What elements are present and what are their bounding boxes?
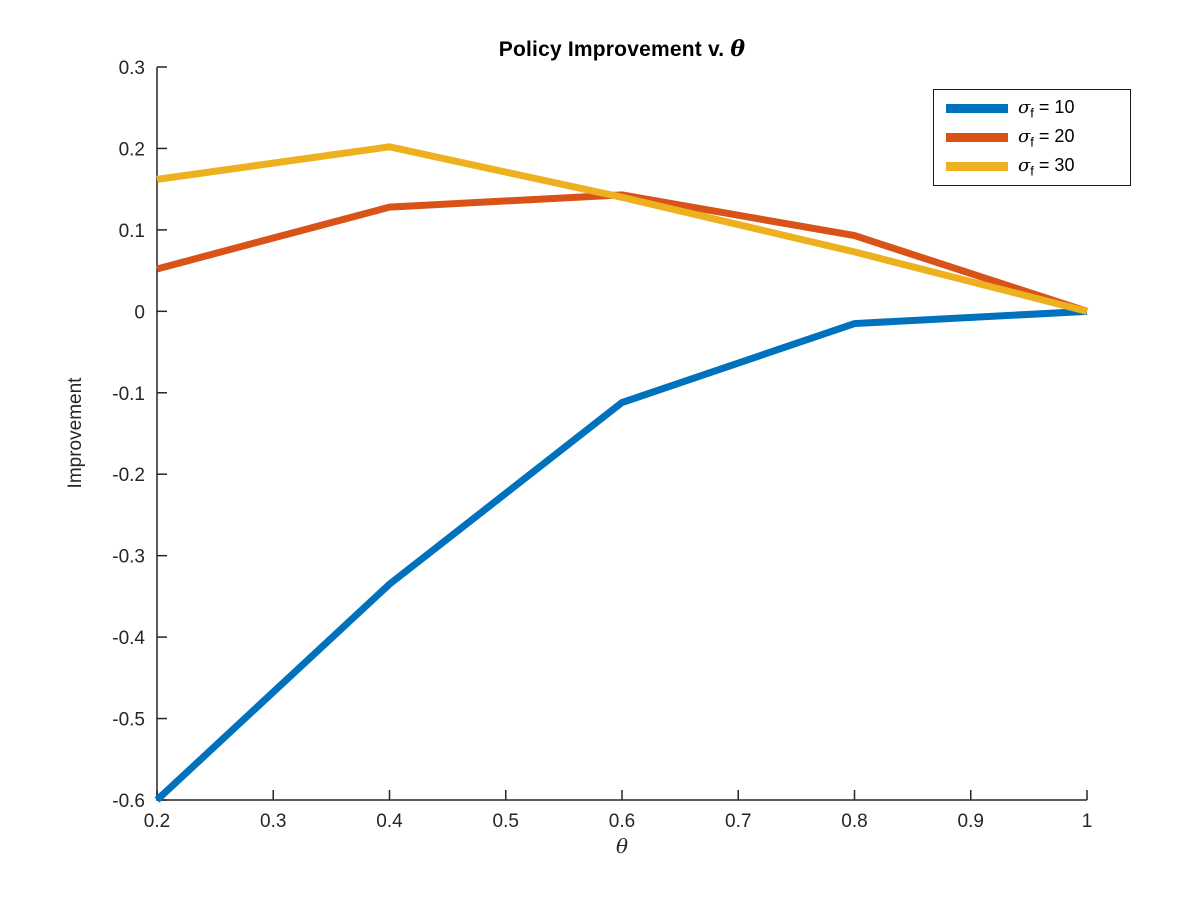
legend-swatch-sigma-30: [946, 162, 1008, 171]
x-tick-label: 0.4: [376, 811, 403, 832]
y-tick-label: 0: [134, 302, 145, 323]
x-tick-label: 0.6: [609, 811, 635, 832]
series-line-20: [156, 191, 1089, 315]
legend-box: σf = 10 σf = 20 σf = 30: [933, 89, 1131, 186]
x-tick-label: 1: [1082, 811, 1093, 832]
y-tick-label: 0.2: [119, 139, 145, 160]
series-line-30: [156, 143, 1088, 315]
y-tick-label: 0.1: [119, 221, 145, 242]
x-tick-label: 0.5: [493, 811, 519, 832]
legend-swatch-sigma-20: [946, 133, 1008, 142]
legend-item-sigma-30: σf = 30: [946, 154, 1122, 179]
legend-label-sigma-20: σf = 20: [1018, 125, 1075, 150]
x-axis-theta-symbol: θ: [615, 834, 629, 858]
x-tick-label: 0.9: [958, 811, 984, 832]
chart-title-theta-symbol: θ: [730, 36, 746, 62]
chart-title: Policy Improvement v. θ: [157, 36, 1087, 62]
legend-label-sigma-30: σf = 30: [1018, 154, 1075, 179]
x-tick-label: 0.8: [841, 811, 867, 832]
x-tick-label: 0.3: [260, 811, 286, 832]
legend-label-sigma-10: σf = 10: [1018, 96, 1075, 121]
y-tick-label: -0.3: [112, 547, 145, 568]
y-tick-label: -0.1: [112, 384, 145, 405]
chart-title-text: Policy Improvement v.: [498, 38, 731, 61]
legend-item-sigma-10: σf = 10: [946, 96, 1122, 121]
y-tick-label: -0.6: [112, 791, 145, 812]
x-tick-label: 0.7: [725, 811, 751, 832]
series-line-10: [154, 307, 1088, 803]
y-axis-label: Improvement: [65, 377, 86, 489]
legend-swatch-sigma-10: [946, 104, 1008, 113]
y-tick-label: -0.5: [112, 710, 145, 731]
x-tick-label: 0.2: [144, 811, 170, 832]
y-tick-label: 0.3: [119, 58, 145, 79]
y-tick-label: -0.2: [112, 465, 145, 486]
x-axis-label: θ: [157, 834, 1087, 859]
y-tick-label: -0.4: [112, 628, 145, 649]
legend-item-sigma-20: σf = 20: [946, 125, 1122, 150]
